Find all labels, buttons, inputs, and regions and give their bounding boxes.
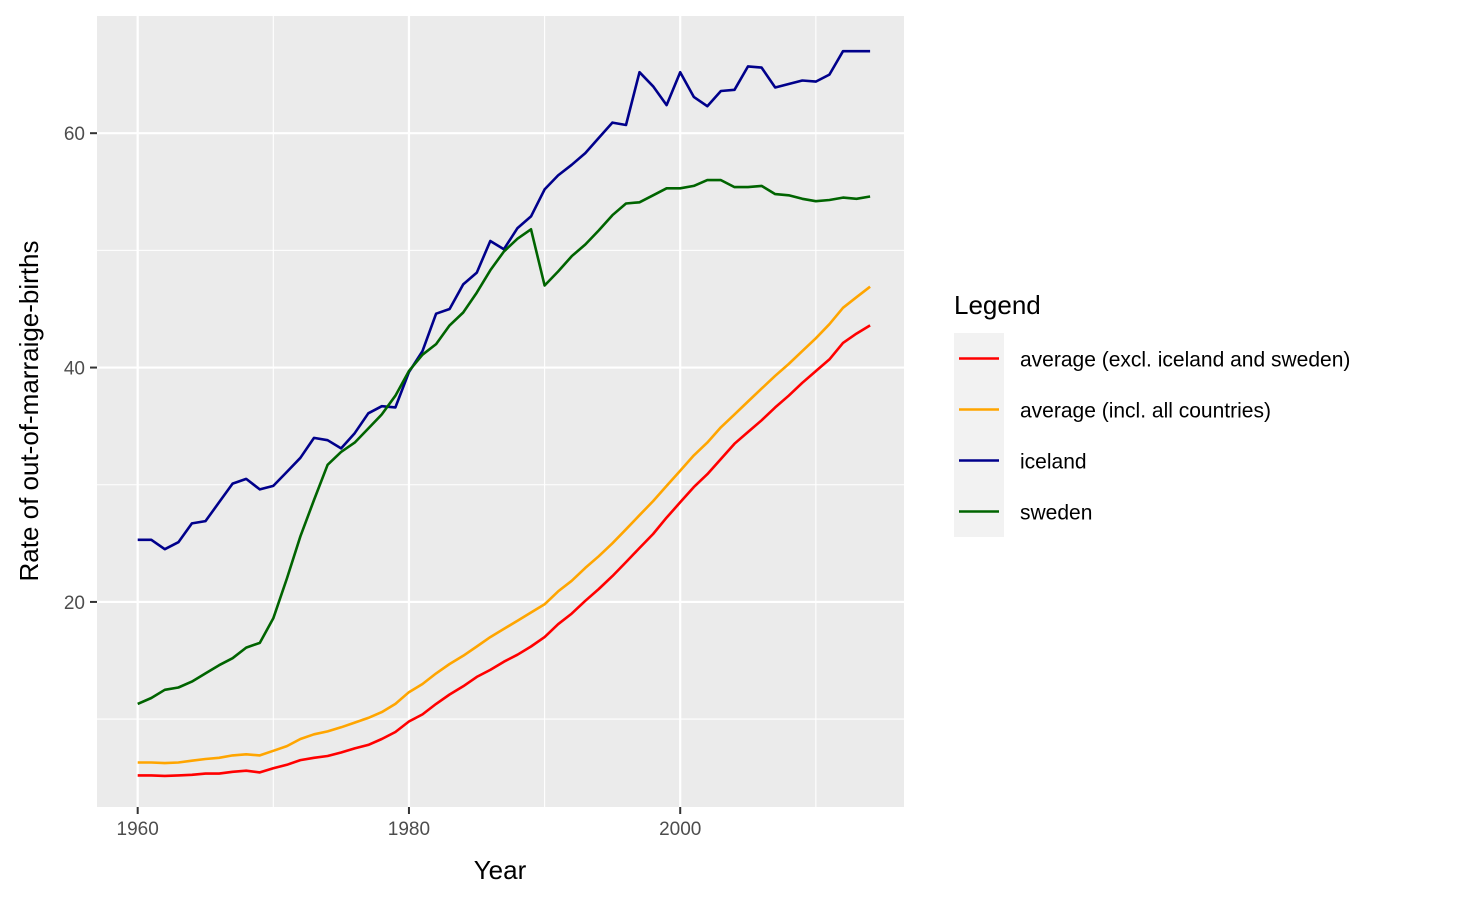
x-axis-title: Year (474, 855, 527, 885)
legend-items: average (excl. iceland and sweden) averag… (954, 333, 1350, 537)
y-axis-title: Rate of out-of-marraige-births (14, 240, 44, 581)
legend: Legend average (excl. iceland and sweden… (954, 290, 1350, 537)
legend-label: average (incl. all countries) (1020, 400, 1271, 423)
y-tick-label: 20 (64, 593, 85, 614)
y-tick-label: 40 (64, 359, 85, 380)
major-gridlines (97, 16, 904, 807)
legend-label: sweden (1020, 502, 1092, 525)
series-lines (137, 49, 871, 778)
x-tick-label: 1960 (117, 819, 159, 840)
y-axis: 20 40 60 (64, 124, 97, 614)
series-line-sweden (137, 178, 871, 706)
x-axis: 1960 1980 2000 (117, 807, 701, 840)
y-tick-label: 60 (64, 124, 85, 145)
x-tick-label: 1980 (388, 819, 430, 840)
legend-label: average (excl. iceland and sweden) (1020, 349, 1350, 372)
x-tick-label: 2000 (659, 819, 701, 840)
legend-title: Legend (954, 290, 1041, 320)
series-line-iceland (137, 49, 871, 551)
series-line-average-excl-iceland-and-sweden (137, 324, 871, 778)
legend-label: iceland (1020, 451, 1087, 474)
panel-background (97, 16, 904, 807)
series-line-average-incl-all-countries (137, 285, 871, 765)
